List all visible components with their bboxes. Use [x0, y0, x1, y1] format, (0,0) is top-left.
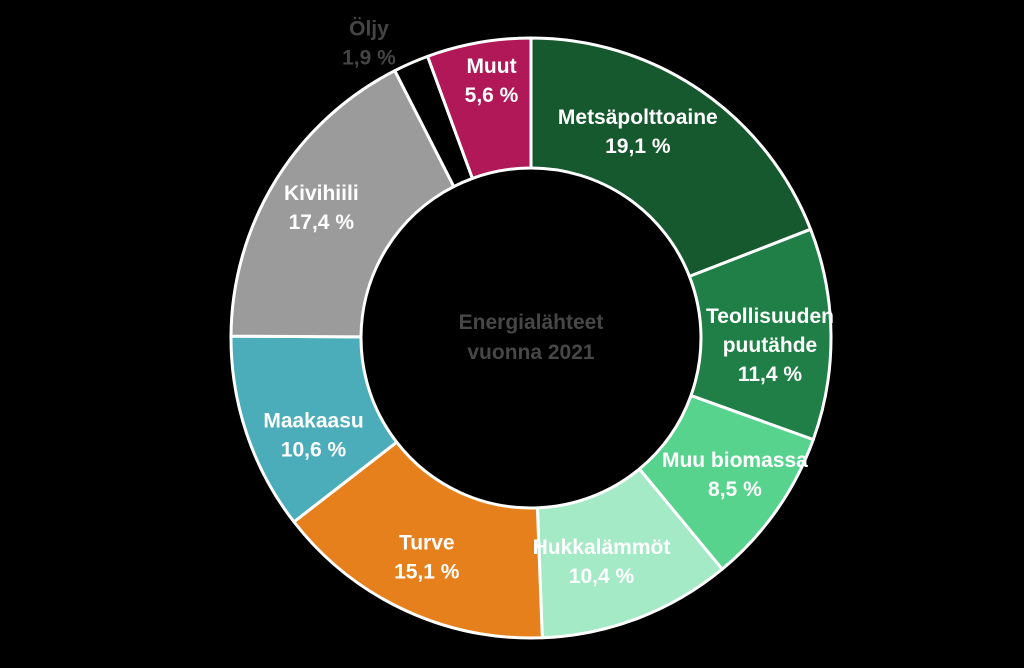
slice-label-maakaasu: Maakaasu 10,6 % — [263, 410, 363, 462]
center-label-line1: Energialähteet — [458, 311, 604, 334]
slice-labels: Metsäpolttoaine 19,1 % Teollisuuden puutähd… — [263, 17, 834, 587]
chart-center-label: Energialähteet vuonna 2021 — [459, 308, 604, 368]
slice-mets-polttoaine[interactable] — [529, 36, 813, 278]
slice-turve[interactable] — [292, 440, 544, 640]
slice-label-turve: Turve 15,1 % — [394, 531, 460, 583]
slice-muut[interactable] — [426, 36, 533, 180]
slice-kivihiili[interactable] — [229, 69, 456, 339]
slice-label-mets-polttoaine: Metsäpolttoaine 19,1 % — [558, 106, 718, 158]
slice-label-kivihiili: Kivihiili 17,4 % — [284, 182, 359, 234]
slice-label-ljy: Öljy 1,9 % — [342, 17, 396, 69]
slice-label-teollisuuden-puut-hde: Teollisuuden puutähde 11,4 % — [706, 305, 834, 386]
slice-label-muut: Muut 5,6 % — [465, 55, 519, 107]
slice-label-hukkal-mm-t: Hukkalämmöt 10,4 % — [533, 536, 671, 588]
donut-slices — [229, 36, 833, 640]
slice-label-muu-biomassa: Muu biomassa 8,5 % — [662, 449, 808, 501]
center-label-line2: vuonna 2021 — [467, 341, 595, 364]
